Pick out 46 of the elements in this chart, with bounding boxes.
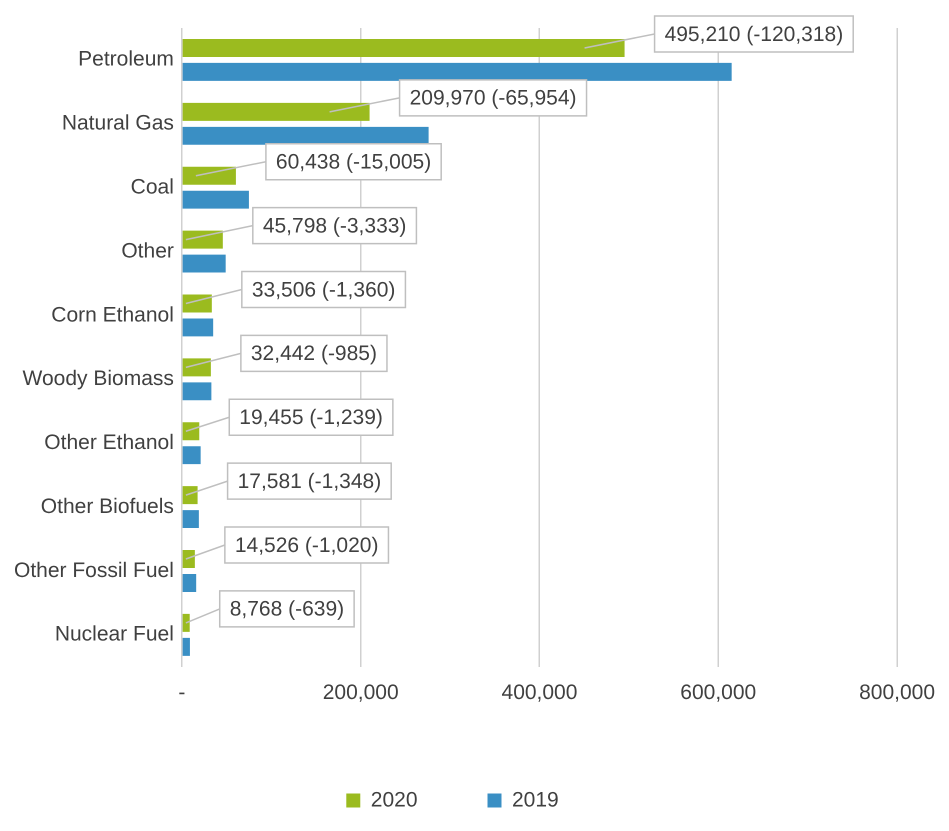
y-tick-label: Corn Ethanol (51, 303, 174, 326)
y-tick-label: Nuclear Fuel (54, 622, 174, 646)
bar (182, 102, 370, 121)
x-tick-label: 800,000 (859, 681, 936, 704)
bar (182, 254, 226, 273)
bar (182, 422, 200, 440)
data-label: 33,506 (-1,360) (252, 278, 396, 302)
x-tick-label: 600,000 (680, 681, 756, 704)
bar (182, 166, 236, 185)
x-tick-label: 200,000 (322, 681, 399, 704)
data-label: 209,970 (-65,954) (410, 86, 577, 110)
x-tick-label: 400,000 (502, 681, 578, 704)
bar (182, 614, 190, 632)
legend-label: 2020 (370, 788, 418, 812)
bar (182, 446, 201, 464)
data-label: 45,798 (-3,333) (262, 214, 406, 238)
data-label: 8,768 (-639) (230, 598, 344, 621)
bar (182, 230, 223, 249)
x-tick-label: - (178, 681, 186, 704)
bar (182, 486, 198, 504)
data-label: 17,581 (-1,348) (238, 470, 382, 493)
legend-label: 2019 (512, 788, 559, 812)
y-tick-label: Natural Gas (62, 112, 174, 135)
bar (182, 510, 199, 528)
data-label: 14,526 (-1,020) (234, 534, 378, 557)
bar (182, 62, 732, 81)
bar (182, 574, 196, 592)
data-label: 60,438 (-15,005) (276, 150, 432, 174)
y-tick-label: Other (121, 239, 174, 262)
data-label: 495,210 (-120,318) (664, 22, 844, 46)
y-tick-label: Woody Biomass (22, 367, 174, 390)
y-tick-label: Other Biofuels (40, 494, 174, 518)
bar (182, 358, 211, 376)
data-label: 19,455 (-1,239) (239, 406, 383, 430)
data-label: 32,442 (-985) (250, 342, 377, 366)
bar (182, 550, 195, 568)
y-tick-label: Coal (130, 175, 174, 198)
bar (182, 294, 212, 312)
y-tick-label: Other Fossil Fuel (14, 558, 174, 582)
bar (182, 38, 625, 57)
y-tick-label: Petroleum (78, 48, 174, 71)
y-tick-label: Other Ethanol (44, 431, 174, 454)
bar (182, 190, 249, 209)
bar (182, 382, 212, 400)
bar (182, 318, 214, 336)
bar (182, 638, 190, 656)
